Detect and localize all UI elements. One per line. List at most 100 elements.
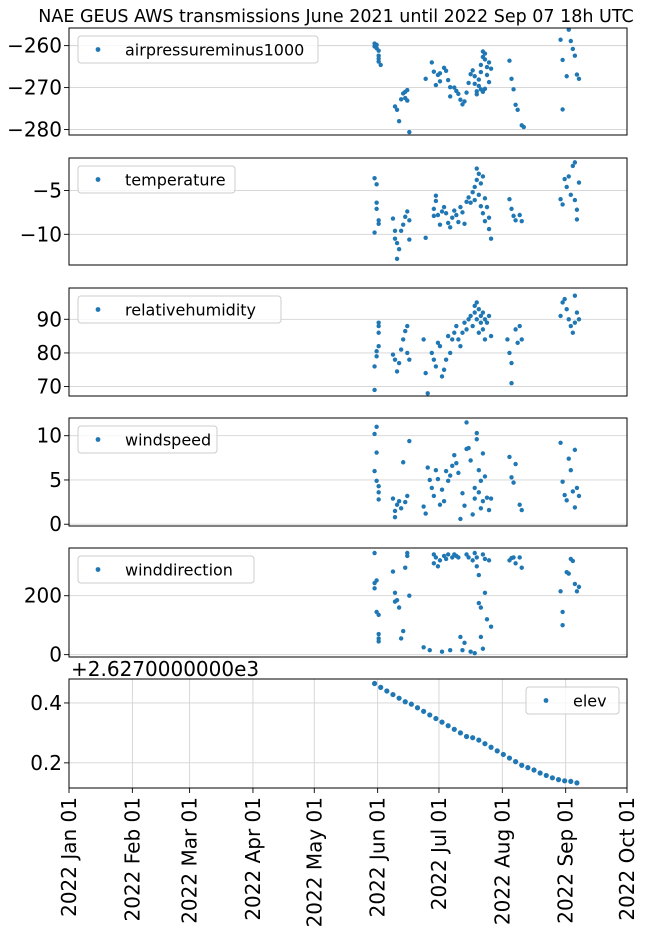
data-point bbox=[560, 479, 565, 484]
data-point bbox=[570, 163, 576, 169]
data-point bbox=[480, 327, 486, 332]
data-point bbox=[429, 350, 435, 356]
x-tick-label: 2022 Oct 01 bbox=[615, 797, 639, 921]
legend-label: windspeed bbox=[125, 431, 211, 450]
data-point bbox=[564, 184, 569, 190]
data-point bbox=[421, 337, 426, 342]
x-tick-label: 2022 Jul 01 bbox=[427, 797, 451, 910]
data-point bbox=[457, 730, 464, 736]
data-point bbox=[480, 646, 486, 651]
data-point bbox=[447, 350, 453, 356]
data-point bbox=[478, 605, 484, 610]
data-point bbox=[466, 445, 471, 451]
y-tick-label: 200 bbox=[24, 584, 62, 608]
data-point bbox=[468, 200, 473, 205]
data-point bbox=[517, 502, 522, 507]
data-point bbox=[439, 209, 445, 214]
legend-box bbox=[77, 165, 236, 194]
data-point bbox=[403, 328, 408, 334]
data-point bbox=[398, 347, 404, 352]
legend-marker bbox=[95, 307, 101, 312]
data-point bbox=[443, 357, 449, 362]
data-point bbox=[572, 160, 578, 165]
data-point bbox=[400, 628, 406, 634]
data-point bbox=[474, 300, 479, 305]
data-point bbox=[568, 468, 573, 473]
data-point bbox=[392, 514, 398, 520]
data-point bbox=[407, 357, 412, 362]
data-point bbox=[376, 631, 381, 637]
data-point bbox=[462, 221, 467, 226]
y-tick-label: 5 bbox=[49, 468, 62, 492]
data-point bbox=[517, 323, 522, 329]
data-point bbox=[439, 374, 445, 379]
data-point bbox=[405, 350, 410, 356]
data-point bbox=[472, 184, 477, 190]
legend-marker bbox=[95, 47, 101, 52]
data-point bbox=[376, 639, 381, 644]
data-point bbox=[454, 460, 459, 466]
data-point bbox=[462, 503, 467, 508]
data-point bbox=[443, 68, 449, 74]
axes-frame bbox=[68, 27, 628, 136]
data-point bbox=[476, 737, 482, 743]
data-point bbox=[392, 508, 398, 514]
data-point bbox=[560, 300, 565, 305]
data-point bbox=[574, 780, 580, 786]
data-point bbox=[574, 217, 580, 222]
x-tick-label: 2022 Apr 01 bbox=[241, 797, 265, 921]
data-point bbox=[439, 487, 445, 492]
y-tick-label: −260 bbox=[7, 34, 62, 58]
data-point bbox=[425, 465, 430, 470]
data-point bbox=[441, 204, 447, 210]
data-point bbox=[519, 565, 524, 570]
data-point bbox=[507, 58, 512, 63]
panel-elev: 0.4 0.2 elev +2.6270000000e3 bbox=[30, 657, 628, 789]
data-point bbox=[447, 84, 453, 90]
data-point bbox=[472, 74, 477, 79]
data-point bbox=[464, 90, 469, 95]
data-point bbox=[372, 364, 377, 369]
data-point bbox=[407, 218, 412, 223]
legend-box bbox=[77, 35, 319, 64]
data-point bbox=[482, 474, 488, 479]
data-point bbox=[460, 648, 465, 653]
data-point bbox=[452, 85, 457, 90]
data-point bbox=[463, 733, 470, 740]
data-point bbox=[458, 634, 463, 640]
data-point bbox=[488, 66, 494, 71]
data-point bbox=[488, 496, 494, 501]
data-point bbox=[435, 564, 441, 569]
data-point bbox=[478, 181, 484, 186]
data-point bbox=[458, 344, 463, 349]
data-point bbox=[372, 230, 377, 235]
legend-label: winddirection bbox=[125, 561, 233, 580]
data-point bbox=[486, 60, 492, 65]
data-point bbox=[482, 196, 488, 201]
data-point bbox=[450, 215, 455, 220]
data-point bbox=[456, 470, 461, 476]
data-point bbox=[482, 590, 488, 595]
data-point bbox=[478, 62, 484, 68]
data-point bbox=[447, 473, 453, 478]
data-point bbox=[371, 680, 378, 687]
data-point bbox=[466, 317, 471, 322]
data-point bbox=[513, 102, 518, 107]
data-point bbox=[384, 688, 390, 694]
data-point bbox=[462, 99, 467, 104]
data-point bbox=[441, 499, 447, 504]
legend-box bbox=[525, 686, 620, 715]
legend-marker bbox=[543, 698, 549, 703]
data-point bbox=[513, 461, 518, 467]
data-point bbox=[433, 715, 439, 722]
data-point bbox=[560, 107, 565, 112]
data-point bbox=[374, 424, 379, 430]
legend-label: elev bbox=[573, 692, 607, 711]
data-point bbox=[407, 237, 412, 242]
data-point bbox=[456, 219, 461, 225]
data-point bbox=[374, 42, 379, 47]
data-point bbox=[562, 176, 567, 182]
data-point bbox=[437, 71, 443, 76]
data-point bbox=[450, 337, 455, 342]
data-point bbox=[398, 97, 404, 102]
